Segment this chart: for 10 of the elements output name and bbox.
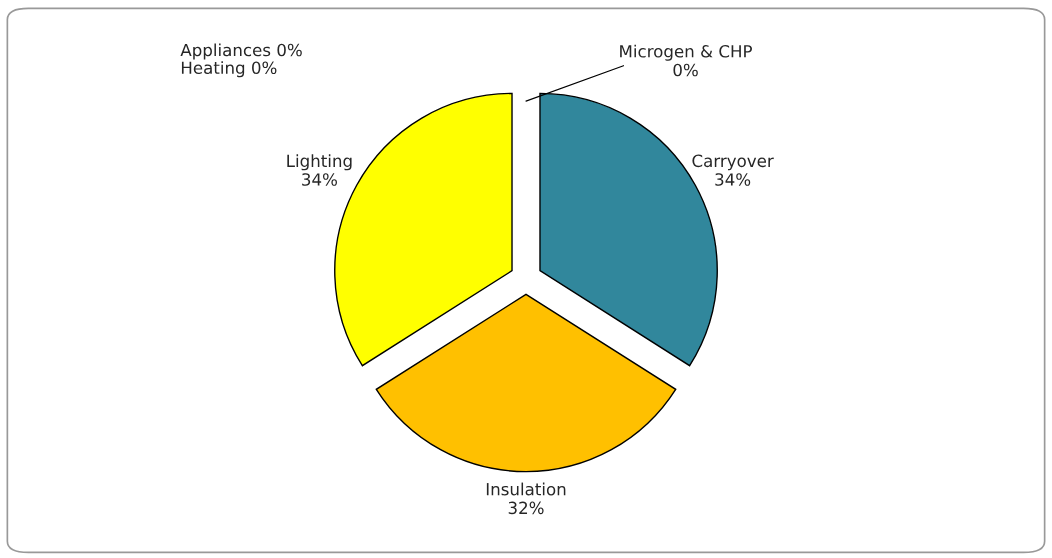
slice-label: Carryover	[692, 154, 774, 171]
data-label: 34%	[715, 173, 751, 186]
slice-label: Insulation	[486, 482, 566, 496]
slice-label: Lighting	[287, 154, 352, 171]
category-label: Appliances 0%	[180, 43, 302, 60]
text: 0%	[673, 63, 698, 77]
category-label: Heating 0%	[181, 61, 277, 78]
data-label: 32%	[508, 501, 544, 515]
category-label: Microgen & CHP	[620, 44, 752, 61]
data-label: 34%	[302, 173, 337, 186]
